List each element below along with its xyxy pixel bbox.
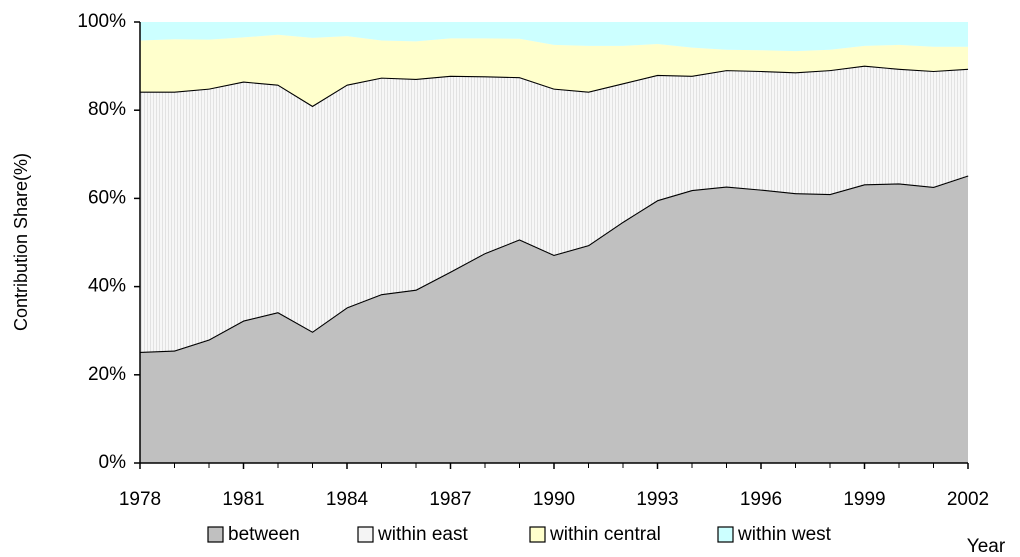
legend-label: within west xyxy=(737,524,832,545)
legend-label: within east xyxy=(377,524,468,545)
y-tick-label: 60% xyxy=(88,187,126,208)
legend-swatch xyxy=(529,526,546,543)
x-tick-label: 1984 xyxy=(326,489,369,510)
x-tick-label: 1981 xyxy=(222,489,264,510)
y-tick-label: 80% xyxy=(88,99,126,120)
area xyxy=(140,175,968,463)
x-axis-label: Year xyxy=(967,536,1006,557)
area xyxy=(140,65,968,352)
y-tick-label: 100% xyxy=(77,11,126,32)
y-tick-label: 40% xyxy=(88,276,126,297)
x-tick-label: 1990 xyxy=(533,489,575,510)
legend-swatch xyxy=(207,526,224,543)
legend-label: within central xyxy=(549,524,661,545)
x-tick-label: 2002 xyxy=(947,489,989,510)
legend-label: between xyxy=(228,524,300,545)
y-axis-label: Contribution Share(%) xyxy=(11,153,31,331)
x-tick-label: 1978 xyxy=(119,489,161,510)
x-tick-label: 1987 xyxy=(429,489,471,510)
area xyxy=(140,22,968,52)
y-tick-label: 0% xyxy=(99,452,127,473)
y-tick-label: 20% xyxy=(88,364,126,385)
x-tick-label: 1999 xyxy=(843,489,885,510)
legend-swatch xyxy=(717,526,734,543)
x-tick-label: 1996 xyxy=(740,489,782,510)
x-tick-label: 1993 xyxy=(636,489,678,510)
legend-swatch xyxy=(357,526,374,543)
area xyxy=(140,34,968,106)
